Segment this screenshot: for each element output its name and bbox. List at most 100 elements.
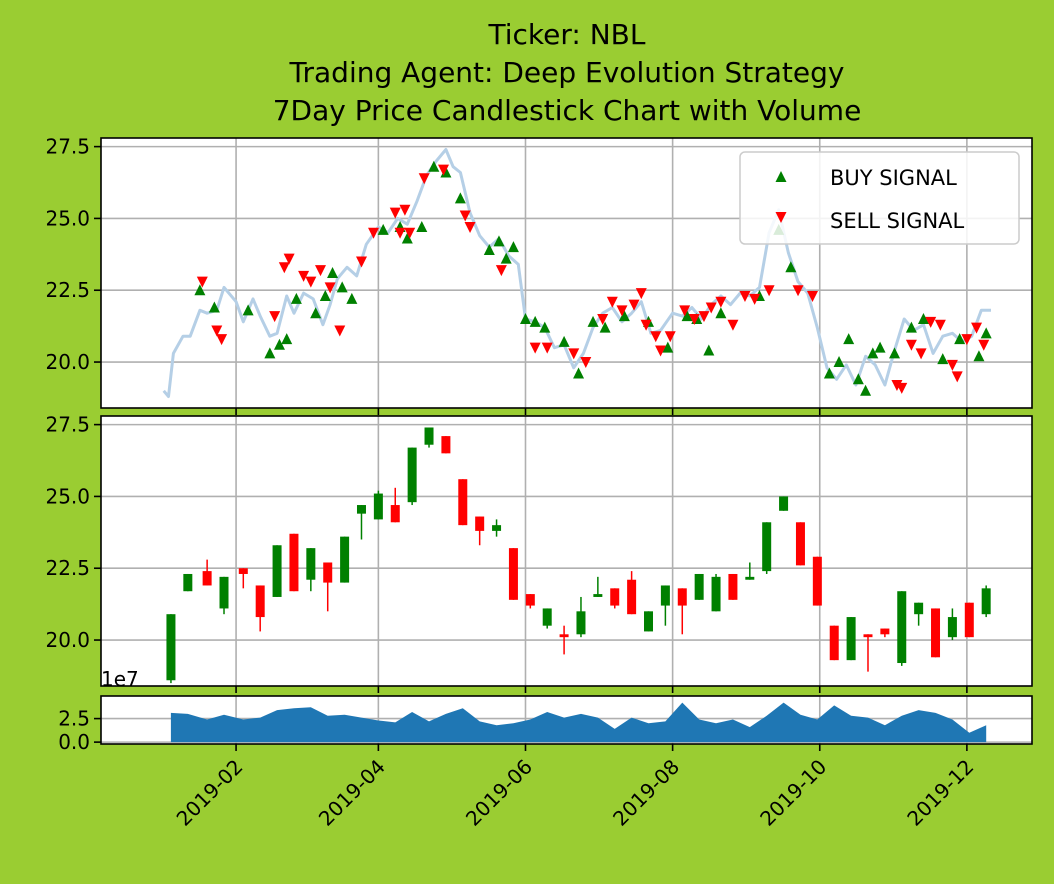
candle-body xyxy=(306,548,316,580)
buy-signal-marker xyxy=(377,223,389,235)
buy-signal-marker xyxy=(843,333,855,345)
candle-body xyxy=(762,522,772,572)
sell-signal-marker xyxy=(459,210,471,222)
volume-panel-y-tick-label: 2.5 xyxy=(58,707,90,731)
buy-signal-marker xyxy=(785,261,797,273)
candle-body xyxy=(610,588,620,606)
sell-signal-marker xyxy=(394,227,406,239)
candle-body xyxy=(424,427,434,445)
buy-signal-marker xyxy=(346,292,358,304)
volume-area xyxy=(170,702,987,743)
candle-body xyxy=(166,614,176,681)
candle-body xyxy=(183,573,193,592)
buy-signal-marker xyxy=(483,244,495,256)
buy-signal-marker xyxy=(454,192,466,204)
buy-signal-marker xyxy=(273,338,285,350)
buy-signal-marker xyxy=(336,281,348,293)
candle-body xyxy=(508,548,518,600)
candle-body xyxy=(677,588,687,606)
candle-body xyxy=(356,505,366,514)
candle-panel-border xyxy=(100,415,1033,687)
candle-panel-y-tick-label: 20.0 xyxy=(45,628,90,652)
candle-body xyxy=(441,436,451,454)
sell-signal-marker xyxy=(541,342,553,354)
sell-signal-marker xyxy=(650,331,662,343)
buy-signal-marker xyxy=(973,350,985,362)
buy-signal-marker xyxy=(401,232,413,244)
sell-signal-marker xyxy=(355,256,367,268)
candle-body xyxy=(390,505,400,523)
candle-body xyxy=(458,479,468,526)
candle-body xyxy=(829,625,839,661)
candle-body xyxy=(880,628,890,635)
sell-signal-marker xyxy=(305,276,317,288)
buy-signal-marker xyxy=(573,367,585,379)
sell-signal-marker xyxy=(568,348,580,360)
title-line-2: Trading Agent: Deep Evolution Strategy xyxy=(289,56,845,89)
buy-signal-marker xyxy=(905,321,917,333)
sell-signal-marker xyxy=(655,345,667,357)
candle-body xyxy=(323,562,333,583)
sell-signal-marker xyxy=(635,288,647,300)
sell-signal-marker xyxy=(368,227,380,239)
buy-signal-marker xyxy=(319,289,331,301)
buy-signal-marker xyxy=(937,353,949,365)
buy-signal-marker xyxy=(980,327,992,339)
candle-body xyxy=(542,608,552,626)
sell-signal-marker xyxy=(606,296,618,308)
sell-signal-marker xyxy=(389,207,401,219)
candle-body xyxy=(238,568,248,574)
candle-body xyxy=(846,617,856,661)
buy-signal-marker xyxy=(599,321,611,333)
sell-signal-marker xyxy=(705,302,717,314)
candle-body xyxy=(340,536,350,583)
buy-signal-marker xyxy=(310,307,322,319)
sell-signal-marker xyxy=(698,311,710,323)
sell-signal-marker xyxy=(749,293,761,305)
candle-body xyxy=(576,611,586,635)
buy-signal-marker xyxy=(833,356,845,368)
candle-body xyxy=(593,594,603,597)
sell-signal-marker xyxy=(418,173,430,185)
candle-body xyxy=(525,594,535,606)
sell-signal-marker xyxy=(283,253,295,265)
candle-body xyxy=(219,576,229,609)
candle-body xyxy=(492,525,502,531)
volume-panel: 0.02.5 1e7 xyxy=(58,667,1033,754)
sell-signal-marker xyxy=(399,204,411,216)
sell-signal-marker xyxy=(580,357,592,369)
candle-body xyxy=(897,591,907,664)
buy-signal-marker xyxy=(703,344,715,356)
sell-signal-marker xyxy=(915,348,927,360)
sell-signal-marker xyxy=(807,290,819,302)
candle-body xyxy=(272,545,282,597)
buy-signal-marker xyxy=(860,384,872,396)
chart-title: Ticker: NBL Trading Agent: Deep Evolutio… xyxy=(273,18,862,127)
candle-panel-y-tick-label: 27.5 xyxy=(45,413,90,437)
x-tick-label: 2019-04 xyxy=(314,755,390,831)
sell-signal-marker xyxy=(763,285,775,297)
sell-signal-marker xyxy=(640,319,652,331)
candle-body xyxy=(745,576,755,580)
buy-signal-marker xyxy=(558,335,570,347)
sell-signal-marker xyxy=(792,285,804,297)
buy-signal-marker xyxy=(917,312,929,324)
sell-signal-marker xyxy=(688,313,700,325)
price-panel-y-tick-label: 25.0 xyxy=(45,206,90,230)
price-panel-y-tick-label: 20.0 xyxy=(45,350,90,374)
legend-sell-marker xyxy=(775,212,787,223)
legend-sell-label: SELL SIGNAL xyxy=(830,209,965,233)
sell-signal-marker xyxy=(278,262,290,274)
legend-buy-label: BUY SIGNAL xyxy=(830,166,957,190)
sell-signal-marker xyxy=(404,227,416,239)
sell-signal-marker xyxy=(464,222,476,234)
sell-signal-marker xyxy=(715,296,727,308)
candle-body xyxy=(644,611,654,632)
candle-body xyxy=(202,571,212,586)
candle-body xyxy=(660,585,670,606)
buy-signal-marker xyxy=(507,241,519,253)
buy-signal-marker xyxy=(327,267,339,278)
buy-signal-marker xyxy=(493,235,505,247)
buy-signal-marker xyxy=(618,310,630,322)
